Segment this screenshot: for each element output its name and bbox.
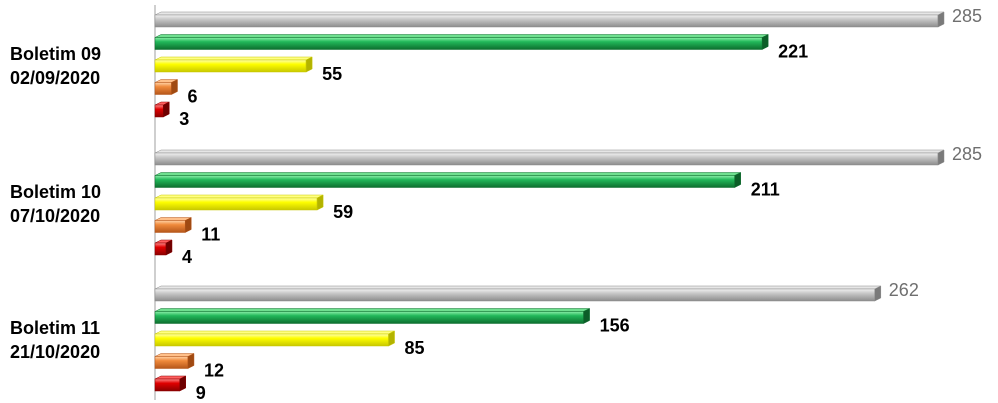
bar-gray (154, 285, 882, 302)
value-label-yellow: 55 (322, 64, 342, 84)
value-label-gray: 262 (889, 280, 919, 300)
value-label-green: 221 (778, 42, 808, 62)
value-label-red: 4 (182, 247, 192, 267)
category-label-line1: Boletim 10 (10, 182, 101, 202)
value-label-gray: 285 (952, 6, 982, 26)
labels-layer: Boletim 09 02/09/2020 285 221 55 63 Boletim 10… (10, 6, 982, 403)
value-label-red: 9 (196, 383, 206, 403)
bars-layer (154, 11, 945, 392)
value-label-green: 156 (600, 316, 630, 336)
bar-red (154, 101, 170, 118)
bar-green (154, 308, 590, 324)
category-label-line1: Boletim 11 (10, 318, 100, 338)
value-label-orange: 6 (187, 87, 197, 107)
bar-orange (154, 79, 178, 95)
bar-green (154, 172, 741, 188)
category-label-line2: 21/10/2020 (10, 342, 100, 362)
value-label-green: 211 (751, 180, 780, 200)
bar-yellow (154, 194, 324, 211)
bar-orange (154, 217, 192, 233)
bar-yellow (154, 330, 395, 347)
value-label-orange: 11 (201, 225, 220, 245)
value-label-yellow: 85 (405, 338, 425, 358)
category-label-line2: 07/10/2020 (10, 206, 100, 226)
bar-red (154, 239, 173, 256)
value-label-yellow: 59 (333, 202, 353, 222)
category-label-line2: 02/09/2020 (10, 68, 100, 88)
bar-gray (154, 11, 945, 28)
category-label-line1: Boletim 09 (10, 44, 101, 64)
bar-gray (154, 149, 945, 166)
bar-green (154, 34, 769, 50)
bar-red (154, 375, 186, 392)
bar-yellow (154, 56, 313, 73)
value-label-orange: 12 (204, 361, 224, 381)
value-label-gray: 285 (952, 144, 982, 164)
bar-orange (154, 353, 195, 369)
value-label-red: 3 (179, 109, 189, 129)
